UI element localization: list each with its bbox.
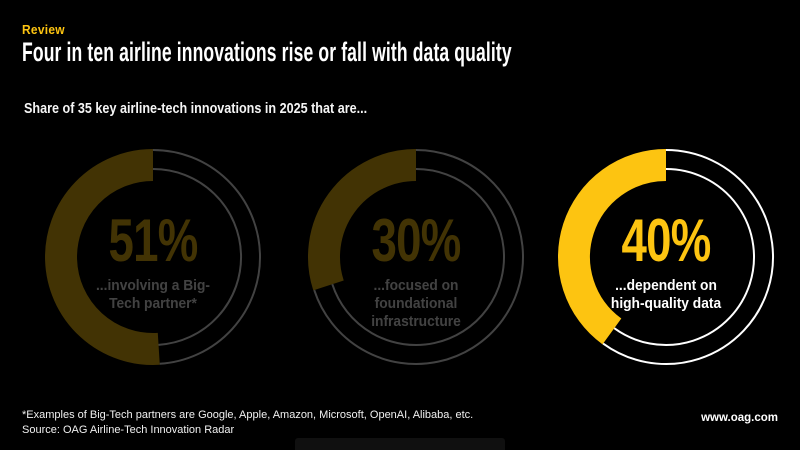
source-line: Source: OAG Airline-Tech Innovation Rada…: [22, 423, 235, 436]
donut-caption-data-quality: ...dependent on high-quality data: [610, 278, 722, 312]
page-title: Four in ten airline innovations rise or …: [22, 37, 512, 67]
bottom-scrubber-bar: [295, 438, 505, 450]
donut-ring-data-quality: [558, 149, 774, 365]
footnote-block: *Examples of Big-Tech partners are Googl…: [22, 408, 473, 437]
donut-ring-big-tech: [45, 149, 262, 365]
kicker-label: Review: [22, 22, 65, 37]
footnote-examples: *Examples of Big-Tech partners are Googl…: [22, 409, 474, 421]
chart-subtitle: Share of 35 key airline-tech innovations…: [24, 100, 368, 117]
website-link[interactable]: www.oag.com: [701, 412, 778, 424]
donut-value-data-quality: 40%: [621, 207, 712, 274]
donut-chart-high-quality-data: 40% ...dependent on high-quality data: [556, 147, 776, 367]
donut-chart-big-tech-partner: 51% ...involving a Big- Tech partner*: [43, 147, 263, 367]
donut-caption-big-tech: ...involving a Big- Tech partner*: [95, 278, 211, 312]
donut-caption-infrastructure: ...focused on foundational infrastructur…: [371, 278, 461, 330]
donut-value-big-tech: 51%: [108, 207, 199, 274]
donut-ring-infrastructure: [308, 149, 524, 365]
donut-chart-foundational-infrastructure: 30% ...focused on foundational infrastru…: [306, 147, 526, 367]
donut-value-infrastructure: 30%: [371, 207, 462, 274]
